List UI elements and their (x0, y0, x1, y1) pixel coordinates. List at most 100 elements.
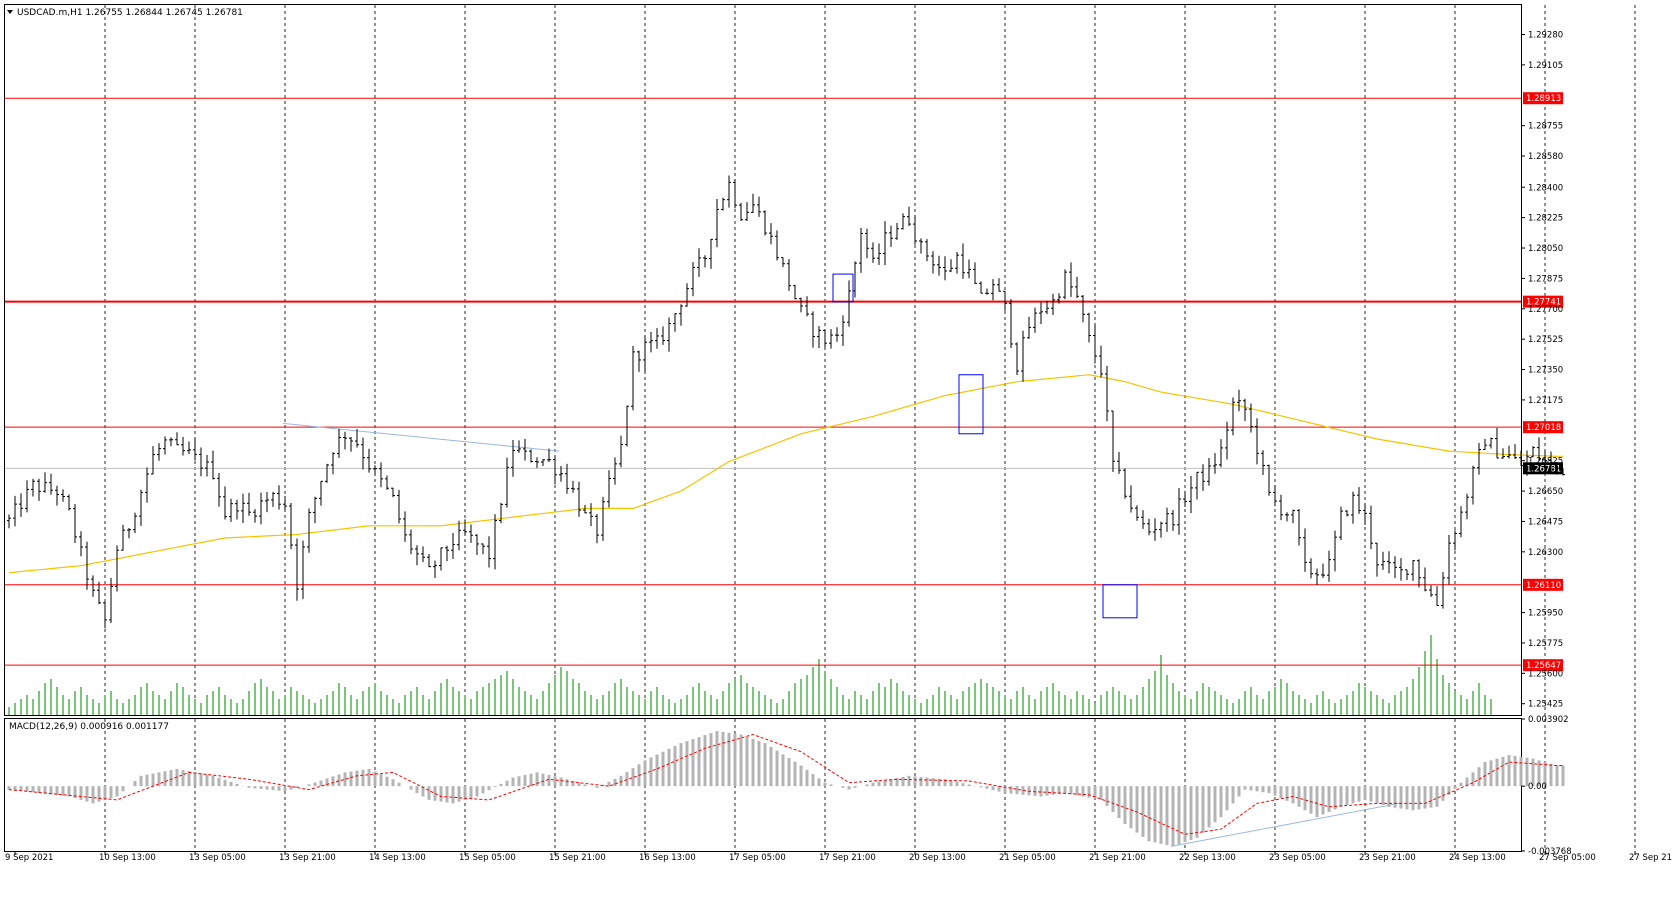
price-bar (853, 261, 857, 298)
price-bar (409, 529, 413, 555)
horizontal-levels[interactable]: 1.28913 1.27741 1.27018 1.26110 1.25647 1.267… (5, 92, 1563, 672)
price-bar (109, 577, 113, 623)
price-bar (541, 459, 545, 467)
price-bar (559, 465, 563, 482)
highlight-box[interactable] (832, 273, 854, 303)
price-bar (1315, 568, 1319, 586)
price-bar (1519, 450, 1523, 467)
trendline-macd[interactable] (1170, 802, 1400, 847)
price-tick-label: 1.28755 (1528, 122, 1563, 132)
price-bar (985, 288, 989, 295)
price-bar (835, 327, 839, 342)
price-bar (493, 514, 497, 570)
price-bar (823, 329, 827, 348)
volume-bars (8, 635, 1492, 715)
highlight-boxes[interactable] (832, 273, 1138, 619)
price-bar (841, 315, 845, 346)
price-bar (523, 438, 527, 461)
time-tick-label: 14 Sep 13:00 (369, 853, 426, 863)
price-bar (895, 223, 899, 240)
time-tick-label: 20 Sep 13:00 (909, 853, 966, 863)
price-bar (1477, 443, 1481, 475)
trendlines[interactable] (282, 422, 1400, 847)
price-panel-frame (4, 4, 1522, 716)
price-axis: 1.29280 1.29105 1.28755 1.28580 1.28400 1.282… (1521, 31, 1563, 710)
price-bar (133, 512, 137, 534)
price-bar (871, 242, 875, 263)
price-bar (667, 317, 671, 352)
price-bar (1135, 505, 1139, 521)
price-bar (241, 493, 245, 524)
price-bar (709, 238, 713, 269)
price-bar (1405, 569, 1409, 580)
price-bar (1555, 462, 1559, 475)
symbol-dropdown-icon[interactable] (7, 10, 13, 14)
price-bar (1123, 468, 1127, 499)
level-price-label: 1.25647 (1526, 661, 1561, 671)
price-bar (655, 328, 659, 349)
price-bar (763, 210, 767, 236)
level-price-tag (1523, 92, 1563, 105)
symbol-header: USDCAD.m,H1 1.26755 1.26844 1.26745 1.26… (17, 8, 243, 18)
price-bar (1171, 509, 1175, 531)
price-bar (1087, 312, 1091, 343)
time-tick-label: 23 Sep 05:00 (1269, 853, 1326, 863)
price-bar (271, 491, 275, 507)
time-tick-label: 27 Sep 05:00 (1539, 853, 1596, 863)
price-bar (877, 243, 881, 265)
price-bar (193, 437, 197, 461)
price-bar (1489, 437, 1493, 449)
macd-signal-line (8, 733, 1563, 835)
price-bar (151, 446, 155, 475)
price-bar (37, 478, 41, 501)
price-bar (883, 221, 887, 266)
price-bar (997, 278, 1001, 292)
price-bar (1039, 302, 1043, 325)
price-bar (49, 473, 53, 495)
current-price-tag (1523, 462, 1563, 475)
price-bar (715, 198, 719, 248)
price-bar (1327, 550, 1331, 582)
price-bar (1129, 485, 1133, 513)
price-bar (481, 543, 485, 555)
price-bar (1069, 262, 1073, 298)
price-bar (331, 452, 335, 475)
price-bar (61, 489, 65, 502)
price-bars (7, 175, 1565, 629)
price-bar (505, 457, 509, 508)
time-tick-label: 27 Sep 21:00 (1629, 853, 1673, 863)
price-bar (1219, 439, 1223, 468)
price-bar (343, 431, 347, 450)
price-bar (55, 485, 59, 506)
price-bar (1201, 464, 1205, 491)
price-bar (1357, 487, 1361, 514)
price-bar (1105, 365, 1109, 422)
price-bar (307, 508, 311, 553)
price-tick-label: 1.25600 (1528, 669, 1563, 679)
macd-axis: 0.003902 0.00 -0.003768 (1521, 715, 1572, 857)
price-bar (1117, 451, 1121, 474)
price-bar (361, 437, 365, 470)
highlight-box[interactable] (1102, 584, 1138, 619)
price-bar (31, 478, 35, 497)
price-bar (175, 432, 179, 446)
time-axis: 9 Sep 2021 10 Sep 13:00 13 Sep 05:00 13 Sep… (5, 851, 1673, 863)
price-bar (1441, 571, 1445, 609)
price-bar (511, 439, 515, 477)
price-bar (145, 467, 149, 503)
price-tick-label: 1.25775 (1528, 639, 1563, 649)
price-bar (751, 193, 755, 214)
price-tick-label: 1.27700 (1528, 305, 1563, 315)
level-price-label: 1.27741 (1526, 298, 1561, 308)
macd-header: MACD(12,26,9) 0.000916 0.001177 (9, 722, 169, 732)
price-bar (469, 524, 473, 543)
highlight-box[interactable] (958, 374, 984, 435)
price-bar (391, 487, 395, 498)
price-tick-label: 1.26300 (1528, 548, 1563, 558)
price-bar (325, 463, 329, 483)
price-bar (421, 546, 425, 563)
price-bar (139, 489, 143, 526)
time-tick-label: 15 Sep 21:00 (549, 853, 606, 863)
